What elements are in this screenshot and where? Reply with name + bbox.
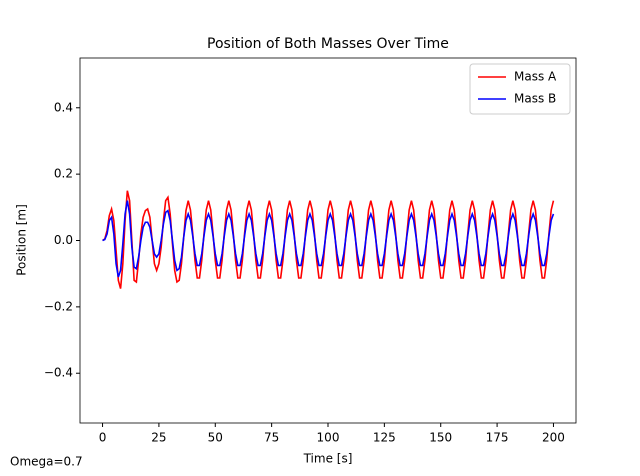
y-tick-label: 0.0 (54, 233, 73, 247)
x-tick-label: 175 (486, 431, 509, 445)
y-axis-label: Position [m] (15, 204, 29, 276)
x-tick-label: 150 (429, 431, 452, 445)
y-tick-label: −0.4 (44, 366, 73, 380)
x-tick-label: 100 (317, 431, 340, 445)
y-tick-label: 0.2 (54, 167, 73, 181)
data-line (102, 190, 555, 289)
annotation: Omega=0.7 (10, 455, 83, 469)
plot-frame (79, 57, 577, 424)
x-tick-label: 25 (151, 431, 166, 445)
x-tick-label: 125 (373, 431, 396, 445)
x-tick-label: 50 (208, 431, 223, 445)
chart-title: Position of Both Masses Over Time (207, 36, 449, 52)
y-tick-label: 0.4 (54, 100, 73, 114)
x-tick-label: 0 (99, 431, 107, 445)
legend-label: Mass B (514, 92, 556, 106)
x-tick-label: 75 (264, 431, 279, 445)
data-line (102, 200, 555, 278)
y-tick-label: −0.2 (44, 299, 73, 313)
x-tick-label: 200 (542, 431, 565, 445)
x-axis-label: Time [s] (303, 452, 353, 466)
legend-label: Mass A (514, 70, 557, 84)
